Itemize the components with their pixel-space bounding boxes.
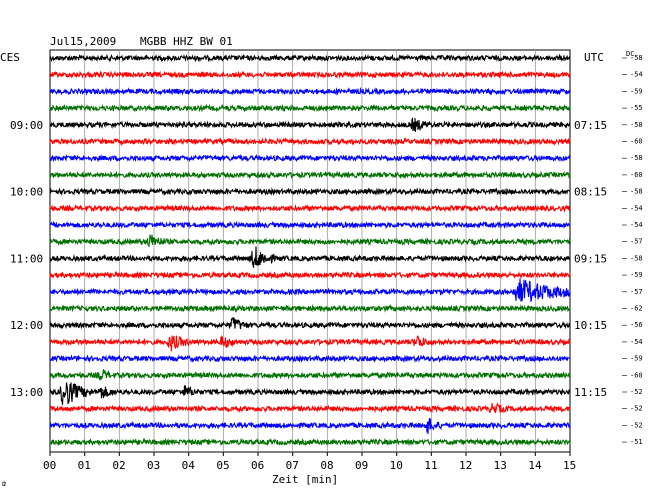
seismic-trace — [49, 418, 571, 435]
x-tick-label: 05 — [216, 459, 229, 472]
left-time-label: 12:00 — [10, 319, 43, 332]
x-tick-label: 00 — [43, 459, 56, 472]
dc-offset-label: -60 — [630, 371, 643, 379]
dc-offset-label: -57 — [630, 238, 643, 246]
dc-offset-label: -54 — [630, 204, 643, 212]
dc-offset-label: -58 — [630, 154, 643, 162]
x-tick-label: 04 — [182, 459, 196, 472]
dc-offset-label: -52 — [630, 421, 643, 429]
dc-offset-label: -62 — [630, 305, 643, 313]
x-tick-label: 11 — [424, 459, 437, 472]
trace-group — [49, 53, 571, 447]
seismic-trace — [49, 278, 571, 303]
dc-offset-label: -54 — [630, 338, 643, 346]
dc-label: DC — [626, 50, 634, 58]
seismic-trace — [49, 317, 571, 330]
left-time-label: 11:00 — [10, 252, 43, 265]
x-axis-label: Zeit [min] — [272, 473, 338, 486]
dc-offset-label: -58 — [630, 54, 643, 62]
right-time-label: 08:15 — [574, 186, 607, 199]
x-tick-label: 06 — [251, 459, 264, 472]
seismic-trace — [49, 304, 571, 313]
dc-offset-labels: -58 -54 -59 -55 -58 -60 -58 -60 -58 -54 -54 -57 -58 -… — [622, 54, 643, 446]
seismic-trace — [49, 334, 571, 352]
dc-offset-label: -55 — [630, 104, 643, 112]
x-tick-label: 12 — [459, 459, 472, 472]
dc-offset-label: -58 — [630, 121, 643, 129]
seismic-trace — [49, 187, 571, 197]
left-time-label: 10:00 — [10, 186, 43, 199]
dc-offset-label: -58 — [630, 254, 643, 262]
dc-offset-label: -60 — [630, 138, 643, 146]
seismic-trace — [49, 437, 571, 447]
seismic-trace — [49, 136, 571, 146]
seismic-trace — [49, 270, 571, 280]
seismic-trace — [49, 103, 571, 113]
seismic-trace — [49, 203, 571, 213]
seismic-trace — [49, 246, 571, 268]
x-tick-label: 15 — [563, 459, 576, 472]
right-time-label: 10:15 — [574, 319, 607, 332]
dc-offset-label: -54 — [630, 221, 643, 229]
plot-frame — [49, 49, 571, 453]
left-time-label: 13:00 — [10, 386, 43, 399]
dc-offset-label: -58 — [630, 188, 643, 196]
x-tick-label: 07 — [286, 459, 299, 472]
seismic-trace — [49, 354, 571, 364]
dc-offset-label: -60 — [630, 171, 643, 179]
seismic-trace — [49, 117, 571, 132]
x-tick-label: 09 — [355, 459, 368, 472]
dc-offset-label: -59 — [630, 355, 643, 363]
station-label: MGBB HHZ BW 01 — [140, 35, 233, 48]
seismic-trace — [49, 70, 571, 80]
x-tick-label: 10 — [390, 459, 403, 472]
x-tick-label: 13 — [494, 459, 507, 472]
dc-offset-label: -52 — [630, 388, 643, 396]
left-timezone-label: CES — [0, 51, 20, 64]
x-tick-label: 03 — [147, 459, 160, 472]
dc-offset-label: -51 — [630, 438, 643, 446]
dc-offset-label: -57 — [630, 288, 643, 296]
dc-offset-label: -52 — [630, 405, 643, 413]
seismic-trace — [49, 234, 571, 248]
seismic-trace — [49, 220, 571, 230]
right-time-labels: 07:15 08:15 09:15 10:15 11:15 — [574, 119, 607, 399]
seismic-trace — [49, 86, 571, 96]
date-label: Jul15,2009 — [50, 35, 116, 48]
dc-offset-label: -59 — [630, 271, 643, 279]
seismic-trace — [49, 369, 571, 381]
x-tick-label: 14 — [528, 459, 542, 472]
seismic-trace — [49, 402, 571, 414]
dc-offset-label: -54 — [630, 71, 643, 79]
x-tick-label: 08 — [320, 459, 333, 472]
right-timezone-label: UTC — [584, 51, 604, 64]
dc-offset-label: -59 — [630, 87, 643, 95]
seismic-trace — [49, 170, 571, 180]
right-time-label: 11:15 — [574, 386, 607, 399]
right-time-label: 09:15 — [574, 252, 607, 265]
left-time-label: 09:00 — [10, 119, 43, 132]
plot-grid — [49, 49, 571, 453]
right-time-label: 07:15 — [574, 119, 607, 132]
x-tick-label: 02 — [112, 459, 125, 472]
x-tick-label: 01 — [78, 459, 91, 472]
dc-offset-label: -56 — [630, 321, 643, 329]
corner-mark: ʣ — [2, 480, 7, 488]
x-axis-ticks: 00 01 02 03 04 05 06 07 08 09 10 11 12 13 14 15 — [43, 452, 576, 472]
seismic-trace — [49, 382, 571, 405]
seismic-trace — [49, 153, 571, 163]
left-time-labels: 09:00 10:00 11:00 12:00 13:00 — [10, 119, 43, 399]
seismic-trace — [49, 53, 571, 63]
